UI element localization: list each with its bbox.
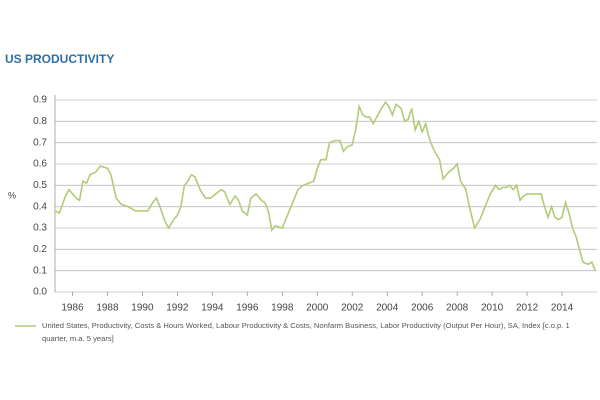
data-line: [54, 100, 597, 272]
y-tick-label: 0.9: [33, 95, 47, 106]
y-tick-label: 0.4: [33, 201, 47, 212]
y-tick-label: 0.5: [33, 180, 47, 191]
y-tick-label: 0.1: [33, 265, 47, 276]
y-tick-label: 0.7: [33, 137, 47, 148]
x-tick-label: 2002: [341, 303, 364, 314]
x-tick-label: 2008: [446, 303, 469, 314]
y-tick-label: 0.3: [33, 223, 47, 234]
x-tick-label: 1986: [61, 303, 84, 314]
x-tick-label: 1998: [271, 303, 294, 314]
x-tick-label: 1996: [236, 303, 259, 314]
y-tick-label: 0.8: [33, 116, 47, 127]
y-axis-label: %: [8, 190, 16, 200]
x-tick-label: 2010: [481, 303, 504, 314]
y-tick-label: 0.0: [33, 287, 47, 298]
x-tick-label: 1990: [131, 303, 154, 314]
x-tick-label: 1994: [201, 303, 224, 314]
x-tick-label: 2014: [551, 303, 574, 314]
x-tick-label: 2000: [306, 303, 329, 314]
x-tick-label: 2012: [516, 303, 539, 314]
x-tick-label: 2006: [411, 303, 434, 314]
legend-text: United States, Productivity, Costs & Hou…: [42, 321, 570, 343]
x-tick-label: 2004: [376, 303, 399, 314]
x-tick-label: 1992: [166, 303, 189, 314]
y-tick-label: 0.2: [33, 244, 47, 255]
chart-title: US PRODUCTIVITY: [5, 52, 114, 66]
x-tick-label: 1988: [96, 303, 119, 314]
y-tick-label: 0.6: [33, 159, 47, 170]
